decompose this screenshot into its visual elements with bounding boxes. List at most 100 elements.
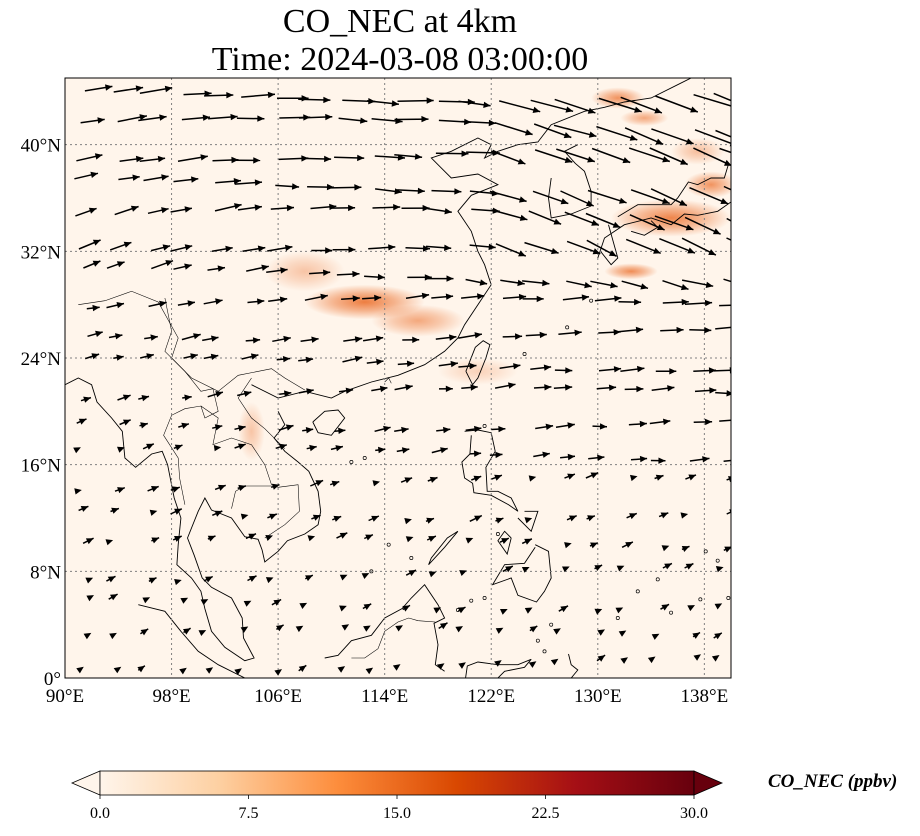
wind-arrow <box>624 127 664 145</box>
wind-arrow-head <box>271 483 280 490</box>
wind-arrow-head <box>597 655 606 662</box>
wind-arrow-head <box>298 665 307 672</box>
wind-arrow-head <box>440 447 448 454</box>
wind-arrow-head <box>117 487 125 494</box>
wind-arrow <box>555 422 575 429</box>
lon-tick-label: 122°E <box>467 686 515 707</box>
wind-arrow <box>588 454 605 461</box>
wind-arrow <box>106 302 125 309</box>
wind-arrow <box>533 384 552 391</box>
wind-arrow <box>499 537 510 544</box>
wind-arrow-head <box>597 454 605 461</box>
wind-arrow-head <box>257 298 265 305</box>
wind-arrow-head <box>326 183 334 191</box>
longitude-tick-labels: 90°E 98°E 106°E 114°E 122°E 130°E 138°E <box>46 686 728 707</box>
wind-arrow-head <box>426 517 434 524</box>
wind-arrow <box>118 174 140 181</box>
wind-arrow-head <box>394 188 402 195</box>
wind-arrow <box>685 474 697 481</box>
wind-arrow-head <box>354 336 363 343</box>
wind-arrow <box>687 605 695 612</box>
wind-arrow <box>174 579 182 586</box>
island <box>482 596 487 600</box>
colorbar-extend-low <box>70 770 101 796</box>
wind-arrow <box>181 114 211 121</box>
wind-arrow <box>597 629 605 636</box>
wind-arrow-head <box>279 296 288 303</box>
wind-arrow <box>560 453 576 461</box>
wind-arrow <box>596 125 638 141</box>
wind-arrow <box>339 605 347 612</box>
island <box>550 680 553 683</box>
wind-arrow <box>178 422 190 429</box>
wind-arrow-head <box>174 508 182 515</box>
wind-arrow-head <box>148 577 157 584</box>
wind-arrow <box>214 484 226 491</box>
wind-arrow-head <box>655 138 664 145</box>
wind-arrow-head <box>215 391 223 398</box>
wind-arrow-head <box>352 270 360 278</box>
wind-arrow <box>428 571 437 578</box>
wind-arrow <box>566 240 601 255</box>
wind-arrow-head <box>519 196 527 203</box>
wind-arrow <box>624 385 644 393</box>
wind-arrow-head <box>374 294 382 302</box>
wind-arrow-head <box>581 294 589 301</box>
wind-arrow-shaft <box>719 304 731 307</box>
wind-arrow-head <box>110 594 118 601</box>
wind-arrow <box>150 244 171 252</box>
wind-arrow <box>336 532 348 539</box>
wind-arrow <box>405 292 430 299</box>
wind-arrow-head <box>594 565 603 571</box>
wind-arrow-head <box>597 629 605 636</box>
wind-arrow-head <box>565 106 574 113</box>
wind-arrow-head <box>661 604 669 611</box>
wind-arrow-head <box>377 273 385 281</box>
wind-arrow-head <box>444 244 452 251</box>
wind-arrow-head <box>515 333 523 340</box>
wind-arrow-head <box>140 422 148 429</box>
wind-arrow-head <box>267 91 275 99</box>
wind-arrow-head <box>705 418 713 426</box>
wind-arrow-head <box>459 570 467 576</box>
wind-arrow-head <box>164 85 173 93</box>
wind-arrow <box>522 295 544 303</box>
wind-arrow <box>117 446 125 453</box>
wind-arrow <box>621 280 649 290</box>
wind-arrow-head <box>569 515 577 522</box>
wind-arrow <box>363 534 374 541</box>
wind-arrow-head <box>745 283 753 289</box>
wind-arrow-head <box>749 106 757 112</box>
wind-arrow <box>726 476 731 483</box>
wind-arrow <box>715 326 731 330</box>
wind-arrow-head <box>692 632 700 639</box>
wind-arrow-head <box>198 630 207 636</box>
wind-arrow-head <box>680 158 688 165</box>
wind-arrow-head <box>73 447 81 454</box>
wind-arrow <box>266 267 288 274</box>
wind-arrow-head <box>567 453 575 461</box>
lon-tick-label: 90°E <box>46 686 84 707</box>
wind-arrow <box>431 447 448 454</box>
wind-arrow-head <box>443 426 451 434</box>
wind-arrow-head <box>92 239 101 246</box>
wind-arrow <box>309 269 331 276</box>
wind-arrow-head <box>295 625 304 633</box>
wind-arrow-head <box>306 388 314 395</box>
wind-arrow <box>148 577 157 584</box>
wind-arrow-head <box>669 368 677 375</box>
wind-arrow-head <box>685 563 694 570</box>
wind-arrow <box>147 207 169 215</box>
colorbar-tick-label: 0.0 <box>90 805 110 822</box>
wind-arrow <box>651 385 675 392</box>
wind-arrow-head <box>567 473 575 480</box>
island <box>698 597 703 602</box>
wind-arrow-head <box>615 607 624 614</box>
wind-arrow <box>208 113 238 121</box>
wind-arrow <box>660 603 670 611</box>
wind-arrow <box>562 294 590 301</box>
colorbar-title: CO_NEC (ppbv) <box>768 771 898 792</box>
map-background <box>65 78 731 678</box>
wind-arrow-head <box>567 422 575 429</box>
wind-arrow-head <box>524 538 532 545</box>
